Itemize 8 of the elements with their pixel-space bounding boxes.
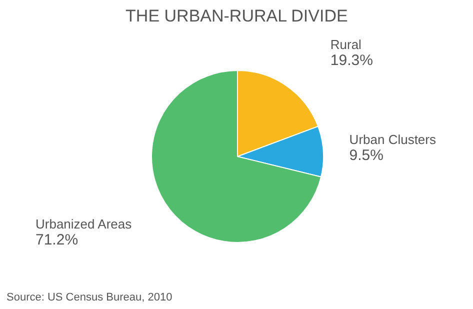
data-label: 9.5%	[349, 147, 384, 164]
source-note: Source: US Census Bureau, 2010	[6, 292, 172, 304]
slice-label: Urban Clusters	[349, 132, 436, 148]
data-label: 71.2%	[36, 232, 78, 249]
chart-title: THE URBAN-RURAL DIVIDE	[126, 6, 348, 26]
slice-label: Urbanized Areas	[36, 216, 132, 232]
data-label: 19.3%	[330, 52, 373, 70]
slice-label: Rural	[330, 37, 362, 52]
